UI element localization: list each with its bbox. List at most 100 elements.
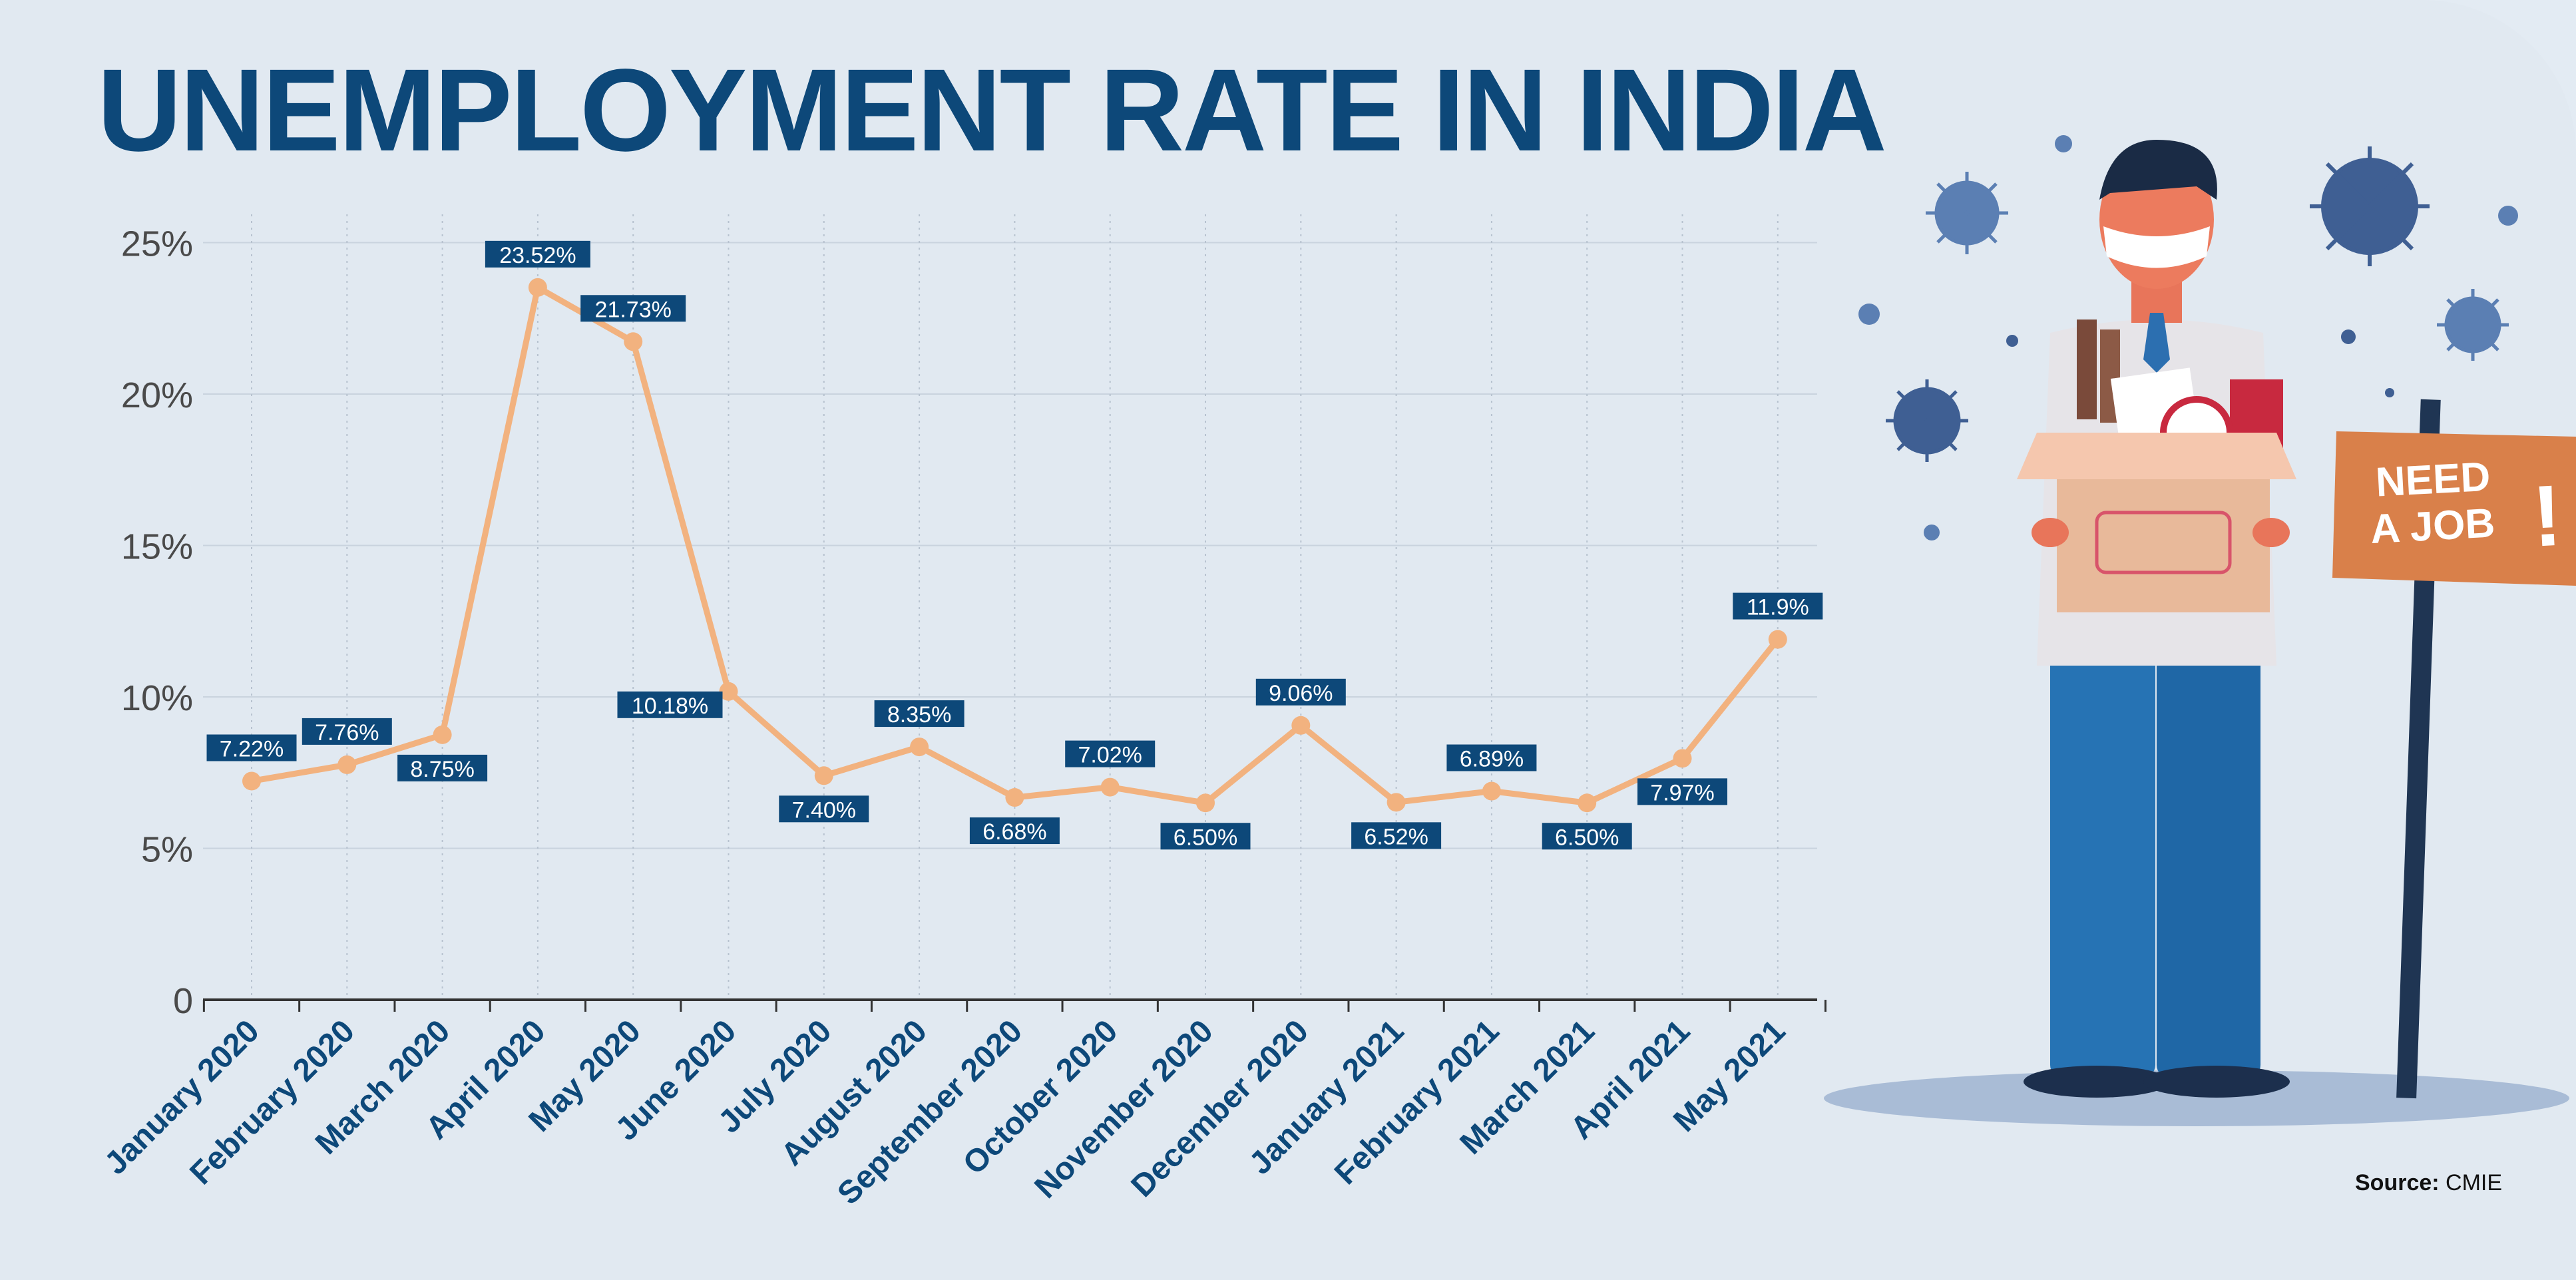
data-point [1578,793,1597,813]
data-label: 6.50% [1160,823,1251,850]
data-label: 9.06% [1255,678,1346,706]
data-label: 7.40% [779,795,869,823]
data-label-bg [1351,822,1442,849]
data-label-bg [779,795,869,823]
sign-line2: A JOB [2369,500,2496,552]
data-point [1482,781,1501,801]
data-label: 7.76% [302,718,392,746]
data-label-bg [206,734,297,761]
x-category-label: February 2020 [183,1013,361,1191]
data-label-bg [397,754,488,781]
data-label-text: 6.50% [1555,825,1619,850]
x-category-label: September 2020 [831,1013,1029,1211]
sign-line1: NEED [2374,454,2491,506]
data-label: 8.35% [874,700,965,728]
data-label-text: 7.76% [315,720,379,746]
virus-icon [2310,146,2430,266]
data-point [624,332,643,351]
source-label: Source: [2355,1170,2440,1195]
data-label: 6.89% [1446,744,1537,772]
data-label-bg [485,240,590,268]
dot [2341,329,2356,344]
data-label-bg [1446,744,1537,771]
y-tick-label: 15% [121,527,193,567]
data-point [814,766,833,785]
person-figure [2024,140,2290,1098]
data-label-text: 7.97% [1650,780,1714,805]
data-label-bg [580,295,686,322]
y-tick-label: 10% [121,678,193,718]
source-value: CMIE [2446,1170,2503,1195]
virus-icon [1886,379,1968,462]
data-label-text: 6.89% [1460,747,1524,772]
data-point [719,682,738,701]
data-point [1673,749,1692,768]
data-label: 7.97% [1637,778,1727,805]
y-tick-label: 0 [173,981,193,1021]
data-label-bg [1065,740,1156,767]
moving-box [2017,320,2296,612]
data-label-text: 23.52% [499,243,576,268]
data-label-text: 8.35% [887,702,951,728]
data-label: 11.9% [1733,592,1823,620]
y-tick-label: 25% [121,224,193,264]
data-label: 23.52% [485,240,590,268]
data-label: 7.22% [206,734,297,761]
dot [2385,388,2394,397]
data-label-text: 7.40% [792,797,856,823]
data-label-text: 9.06% [1269,681,1333,706]
data-label-text: 21.73% [595,297,672,322]
y-tick-label: 5% [141,830,193,870]
data-point [1291,716,1311,735]
data-label: 21.73% [580,295,686,322]
page-title: UNEMPLOYMENT RATE IN INDIA [97,45,1887,176]
data-label-text: 6.52% [1364,824,1428,849]
ground-shadow [1824,1070,2569,1126]
data-label-text: 6.68% [982,819,1046,845]
data-label: 6.50% [1542,823,1632,850]
data-label-text: 8.75% [410,757,474,782]
data-point [433,725,452,744]
data-point [528,278,547,297]
job-seeker-illustration: NEED A JOB ! [1824,135,2576,1126]
need-a-job-sign: NEED A JOB ! [2332,399,2576,1099]
data-label: 7.02% [1065,740,1156,768]
data-label-bg [1160,823,1251,850]
data-label: 6.52% [1351,822,1442,849]
data-point [337,755,357,774]
dot [2498,206,2518,226]
data-label-bg [1255,678,1346,706]
y-tick-label: 20% [121,375,193,415]
data-label: 6.68% [969,817,1060,845]
data-label-text: 7.02% [1078,743,1142,768]
data-point [1387,793,1406,812]
x-category-label: December 2020 [1125,1013,1316,1204]
sign-exclamation: ! [2530,467,2564,565]
data-point [242,771,261,791]
virus-icon [2437,289,2509,361]
data-label-text: 7.22% [220,736,284,761]
data-label-bg [1733,592,1823,620]
dot [2055,135,2072,152]
data-point [910,738,929,757]
data-label-text: 6.50% [1174,825,1237,850]
dot [1924,525,1940,540]
x-category-label: February 2021 [1328,1013,1506,1191]
data-point [1100,777,1120,797]
data-label-bg [1542,823,1632,850]
data-label-text: 11.9% [1747,595,1809,620]
virus-icon [1926,172,2008,254]
x-category-label: November 2020 [1028,1013,1219,1205]
data-label-bg [874,700,965,728]
dot [2006,335,2018,347]
data-label-bg [969,817,1060,845]
data-label-bg [302,718,392,745]
data-point [1005,788,1024,807]
dot [1858,304,1880,325]
data-label: 8.75% [397,754,488,782]
data-label-text: 10.18% [632,694,708,719]
data-label-bg [617,691,723,718]
data-point [1768,630,1787,649]
